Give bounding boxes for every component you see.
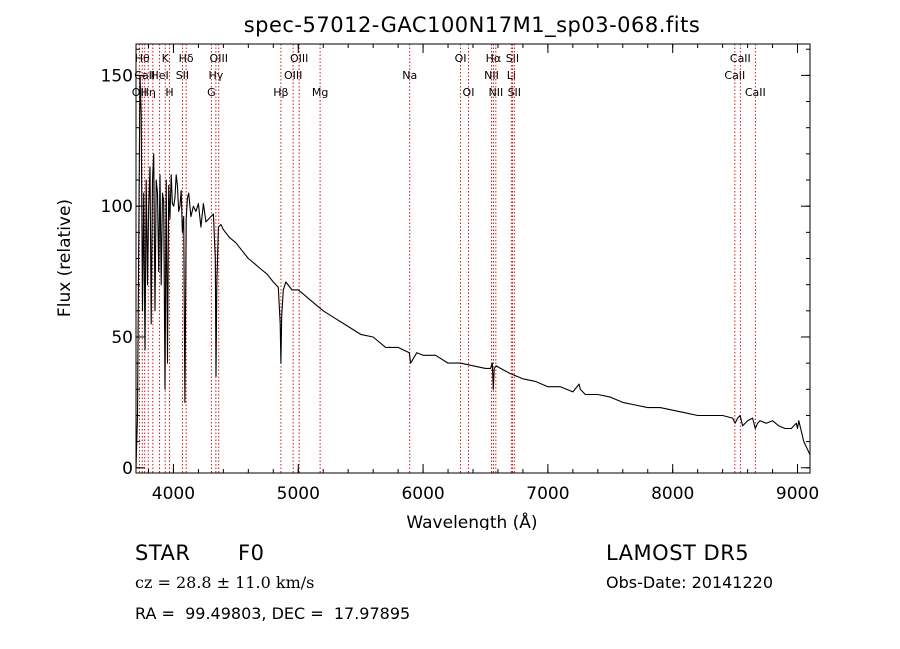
plot-area: [135, 74, 811, 468]
object-class: STAR: [135, 541, 191, 565]
marker-label: CaII: [745, 86, 766, 99]
survey-name: LAMOST DR5: [606, 541, 750, 565]
observation-date: Obs-Date: 20141220: [606, 573, 774, 592]
marker-label: Hθ: [135, 52, 150, 65]
marker-label: CaII: [724, 69, 745, 82]
y-tick-label: 50: [111, 328, 133, 348]
y-tick-label: 150: [101, 66, 133, 86]
y-axis-label: Flux (relative): [55, 199, 75, 317]
chart-title: spec-57012-GAC100N17M1_sp03-068.fits: [244, 13, 701, 38]
line-markers: OIIHθCaIIHηHeIKHSIIHδGHγOIIIHβOIIIOIIIMg…: [132, 44, 766, 473]
marker-label: SII: [176, 69, 189, 82]
marker-label: Hδ: [179, 52, 194, 65]
marker-label: Hα: [486, 52, 502, 65]
spectrum-line: [135, 74, 811, 468]
marker-label: SII: [506, 52, 519, 65]
y-tick-label: 0: [122, 459, 133, 479]
marker-label: Hγ: [208, 69, 223, 82]
marker-label: Hη: [141, 86, 156, 99]
x-tick-label: 7000: [526, 484, 569, 504]
object-subclass: F0: [238, 541, 265, 565]
marker-label: OI: [455, 52, 467, 65]
coordinates: RA = 99.49803, DEC = 17.97895: [135, 604, 411, 623]
marker-label: NII: [484, 69, 499, 82]
y-tick-label: 100: [101, 197, 133, 217]
redshift-cz: cz = 28.8 ± 11.0 km/s: [135, 573, 315, 592]
marker-label: Na: [402, 69, 417, 82]
marker-label: Li: [507, 69, 516, 82]
plot-frame: [135, 43, 811, 474]
marker-label: NII: [488, 86, 503, 99]
marker-label: G: [207, 86, 216, 99]
marker-label: SII: [508, 86, 521, 99]
marker-label: Mg: [312, 86, 328, 99]
marker-label: OIII: [284, 69, 302, 82]
x-tick-label: 5000: [277, 484, 320, 504]
marker-label: HeI: [150, 69, 168, 82]
marker-label: K: [162, 52, 170, 65]
marker-label: H: [165, 86, 173, 99]
marker-label: Hβ: [273, 86, 288, 99]
marker-label: OI: [463, 86, 475, 99]
x-tick-label: 9000: [776, 484, 819, 504]
x-tick-label: 4000: [152, 484, 195, 504]
marker-label: OIII: [290, 52, 308, 65]
spectrum-chart: spec-57012-GAC100N17M1_sp03-068.fits OII…: [55, 13, 819, 530]
marker-label: OIII: [210, 52, 228, 65]
x-axis-label: Wavelength (Å): [406, 511, 537, 530]
marker-label: CaII: [730, 52, 751, 65]
axes: 4000 5000 6000 7000 8000 9000 0 50 100 150: [101, 43, 819, 504]
x-tick-label: 8000: [651, 484, 694, 504]
x-tick-label: 6000: [401, 484, 444, 504]
